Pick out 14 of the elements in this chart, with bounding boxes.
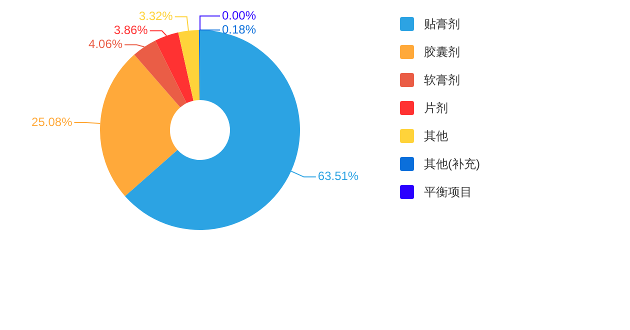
legend-label: 贴膏剂 [424, 16, 460, 32]
data-label: 4.06% [88, 37, 123, 52]
legend-label: 软膏剂 [424, 72, 460, 88]
data-label: 25.08% [32, 114, 73, 129]
legend-label: 胶囊剂 [424, 44, 460, 60]
legend-label: 其他 [424, 128, 448, 144]
legend-label: 其他(补充) [424, 156, 480, 172]
data-label: 3.32% [138, 9, 174, 24]
legend-label: 片剂 [424, 100, 448, 116]
data-label: 63.51% [318, 169, 359, 184]
text: 0.00% [222, 8, 256, 22]
data-label: 0.18% [222, 22, 256, 36]
legend-label: 平衡项目 [424, 184, 472, 200]
data-label: 3.86% [114, 23, 148, 38]
